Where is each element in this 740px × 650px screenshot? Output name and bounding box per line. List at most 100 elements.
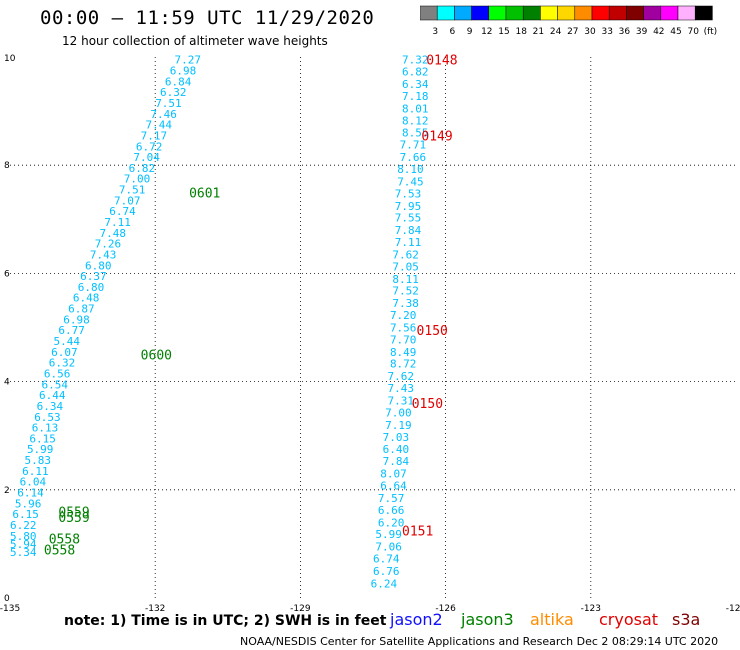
swh-value-label: 6.98 — [170, 65, 197, 78]
swh-value-label: 6.07 — [51, 346, 78, 359]
swh-value-label: 7.66 — [400, 151, 427, 164]
swh-value-label: 7.38 — [392, 297, 419, 310]
swh-value-label: 8.55 — [402, 127, 429, 140]
swh-value-label: 6.44 — [39, 389, 66, 402]
swh-value-label: 6.20 — [378, 516, 405, 529]
y-tick-label: 2 — [4, 486, 10, 496]
swh-value-label: 6.77 — [58, 324, 85, 337]
swh-value-label: 7.06 — [375, 541, 402, 554]
pass-time-label: 0601 — [189, 186, 220, 201]
swh-value-label: 7.43 — [90, 248, 117, 261]
swh-value-label: 6.98 — [63, 313, 90, 326]
pass-time-label: 0149 — [421, 129, 452, 144]
colorbar-label: 27 — [567, 27, 578, 37]
swh-value-label: 6.34 — [402, 78, 429, 91]
x-tick-label: -123 — [581, 604, 601, 614]
colorbar-label: 70 — [687, 27, 699, 37]
colorbar-label: 15 — [498, 27, 509, 37]
swh-value-label: 7.32 — [402, 54, 429, 67]
pass-time-label: 0600 — [141, 349, 172, 364]
colorbar-label: 12 — [481, 27, 492, 37]
colorbar-label: 18 — [515, 27, 527, 37]
colorbar-label: 9 — [467, 27, 473, 37]
swh-value-label: 6.80 — [85, 259, 112, 272]
pass-time-label: 0150 — [417, 324, 448, 339]
footer-credit: NOAA/NESDIS Center for Satellite Applica… — [240, 635, 719, 648]
swh-value-label: 6.34 — [37, 400, 64, 413]
swh-value-label: 6.11 — [22, 465, 48, 478]
swh-value-label: 7.19 — [385, 419, 412, 432]
swh-value-label: 6.74 — [109, 205, 136, 218]
y-tick-label: 6 — [4, 269, 10, 279]
swh-value-label: 6.24 — [371, 577, 398, 590]
swh-value-label: 6.22 — [10, 519, 37, 532]
swh-value-label: 7.46 — [150, 108, 177, 121]
colorbar-label: 21 — [533, 27, 544, 37]
swh-value-label: 8.49 — [390, 346, 417, 359]
swh-value-label: 7.70 — [390, 333, 417, 346]
pass-time-label: 0151 — [402, 524, 433, 539]
swh-value-label: 8.01 — [402, 102, 429, 115]
swh-value-label: 6.56 — [44, 367, 71, 380]
x-tick-label: -126 — [435, 604, 456, 614]
swh-value-label: 7.52 — [392, 285, 419, 298]
swh-value-label: 6.14 — [17, 487, 44, 500]
swh-value-label: 7.51 — [155, 97, 182, 110]
swh-value-label: 5.83 — [25, 454, 52, 467]
swh-value-label: 7.00 — [385, 406, 412, 419]
x-tick-label: -129 — [290, 604, 311, 614]
colorbar-label: 42 — [653, 27, 664, 37]
colorbar-label: 39 — [636, 27, 648, 37]
swh-value-label: 6.74 — [373, 553, 400, 566]
swh-value-label: 7.04 — [133, 151, 160, 164]
colorbar-label: 6 — [450, 27, 456, 37]
colorbar-label: 45 — [670, 27, 681, 37]
x-tick-label: -132 — [145, 604, 165, 614]
y-tick-label: 4 — [4, 378, 10, 388]
colorbar-label: 3 — [432, 27, 438, 37]
swh-value-label: 7.44 — [146, 119, 173, 132]
swh-value-label: 5.80 — [10, 530, 37, 543]
swh-value-label: 7.11 — [104, 216, 131, 229]
swh-value-label: 7.07 — [114, 194, 141, 207]
swh-value-label: 6.04 — [20, 476, 47, 489]
swh-value-label: 7.27 — [175, 54, 202, 67]
swh-value-label: 7.00 — [124, 173, 150, 186]
swh-value-label: 8.07 — [380, 468, 407, 481]
swh-value-label: 6.32 — [49, 357, 76, 370]
footer-note: note: 1) Time is in UTC; 2) SWH is in fe… — [64, 613, 387, 629]
swh-value-label: 6.53 — [34, 411, 61, 424]
swh-value-label: 7.17 — [141, 129, 168, 142]
swh-value-label: 7.55 — [395, 212, 422, 225]
swh-value-label: 7.84 — [395, 224, 422, 237]
swh-value-label: 6.13 — [32, 422, 58, 435]
swh-value-label: 7.43 — [388, 382, 415, 395]
pass-time-label: 0558 — [44, 543, 75, 558]
swh-value-label: 6.87 — [68, 303, 95, 316]
pass-time-label: 0150 — [412, 397, 443, 412]
swh-value-label: 6.15 — [12, 508, 38, 521]
legend-cryosat: cryosat — [599, 610, 659, 629]
swh-value-label: 5.44 — [54, 335, 81, 348]
swh-value-label: 6.48 — [73, 292, 100, 305]
colorbar-label: 36 — [619, 27, 631, 37]
swh-value-label: 6.82 — [129, 162, 156, 175]
y-tick-label: 10 — [4, 54, 16, 64]
x-tick-label: -135 — [0, 604, 20, 614]
colorbar-label: 24 — [550, 27, 562, 37]
swh-value-label: 7.03 — [383, 431, 410, 444]
swh-value-label: 5.96 — [15, 497, 42, 510]
pass-time-label: 0558 — [49, 532, 80, 547]
page-title: 00:00 – 11:59 UTC 11/29/2020 — [40, 7, 375, 29]
colorbar-swatch — [694, 5, 713, 21]
swh-value-label: 6.15 — [29, 432, 56, 445]
swh-value-label: 5.99 — [375, 528, 402, 541]
swh-value-label: 6.32 — [160, 86, 187, 99]
swh-value-label: 8.12 — [402, 114, 429, 127]
page-subtitle: 12 hour collection of altimeter wave hei… — [62, 34, 328, 48]
colorbar: 3 6 9 12 15 18 21 24 27 30 33 36 39 42 45 70 (ft) — [420, 5, 717, 37]
swh-value-label: 5.99 — [27, 443, 54, 456]
legend-jason2: jason2 — [390, 610, 443, 629]
